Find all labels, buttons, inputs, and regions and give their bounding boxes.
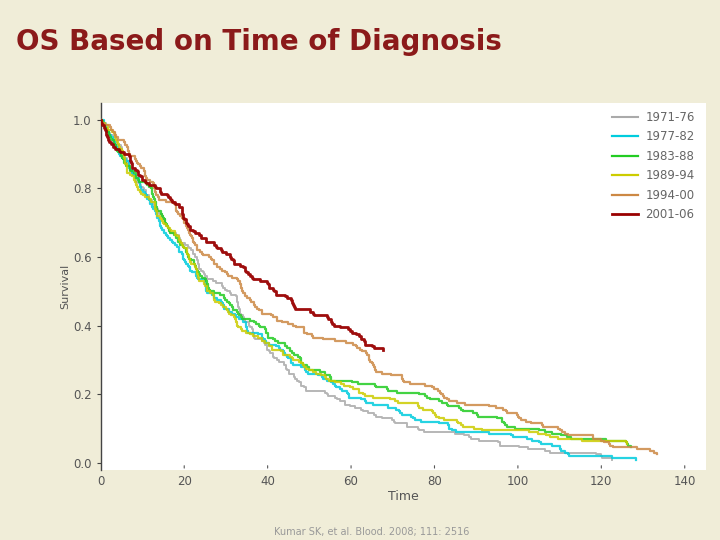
- Y-axis label: Survival: Survival: [60, 264, 71, 309]
- Text: Kumar SK, et al. Blood. 2008; 111: 2516: Kumar SK, et al. Blood. 2008; 111: 2516: [274, 527, 469, 537]
- Text: OS Based on Time of Diagnosis: OS Based on Time of Diagnosis: [16, 28, 502, 56]
- Legend: 1971-76, 1977-82, 1983-88, 1989-94, 1994-00, 2001-06: 1971-76, 1977-82, 1983-88, 1989-94, 1994…: [608, 106, 700, 226]
- X-axis label: Time: Time: [388, 490, 418, 503]
